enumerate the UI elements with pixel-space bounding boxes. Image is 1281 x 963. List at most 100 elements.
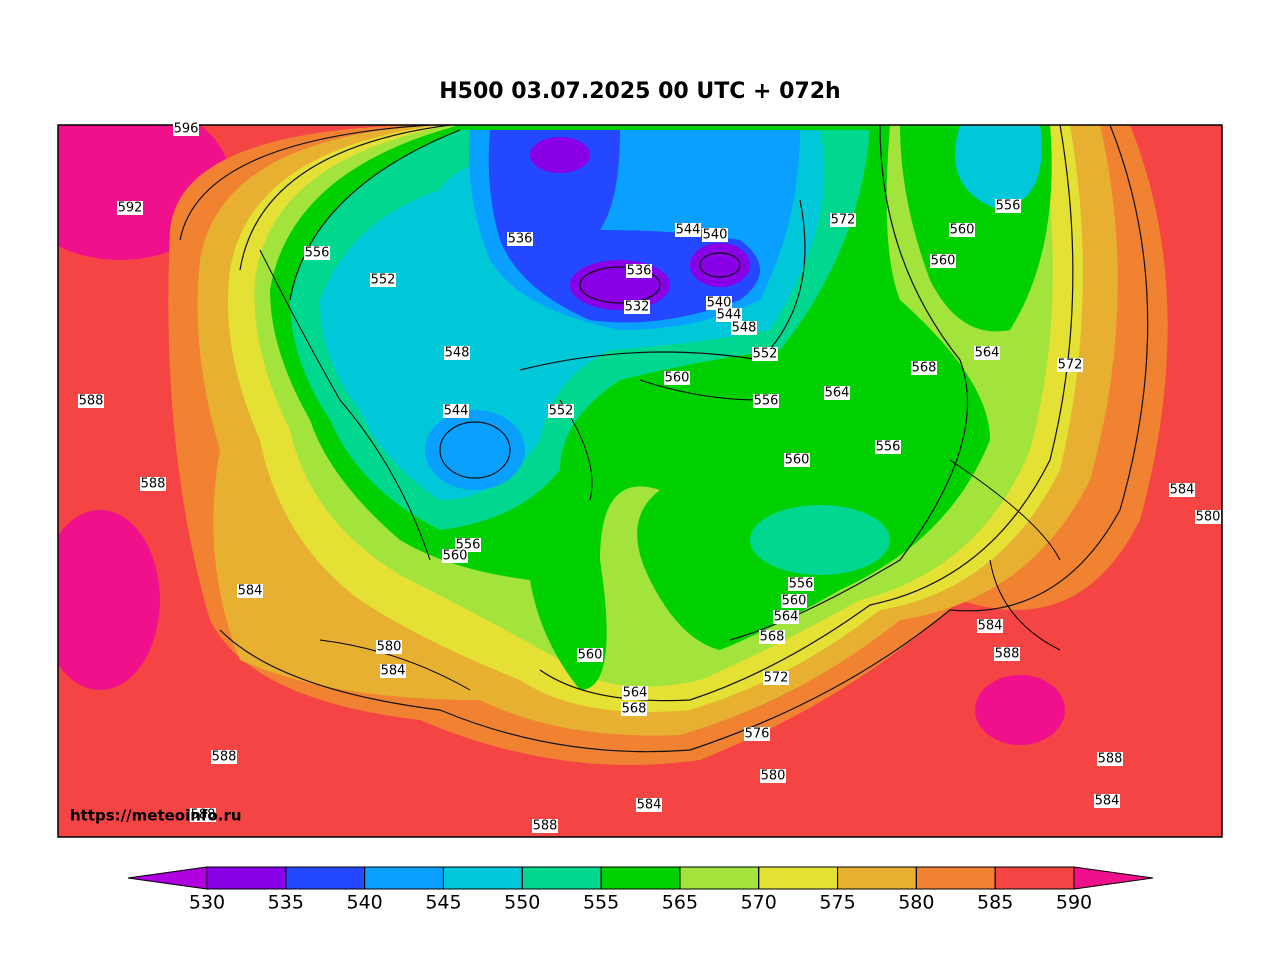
colorbar-tick-label: 545 — [425, 892, 461, 914]
contour-label: 560 — [443, 549, 468, 564]
contour-label: 568 — [622, 702, 647, 717]
label-box — [731, 321, 757, 335]
contour-label: 596 — [174, 122, 199, 137]
label-box — [911, 361, 937, 375]
contour-label: 560 — [931, 254, 956, 269]
label-box — [190, 808, 216, 822]
contour-label: 584 — [1170, 483, 1195, 498]
contour-label: 556 — [876, 440, 901, 455]
label-box — [626, 264, 652, 278]
label-box — [211, 750, 237, 764]
colorbar-segment — [679, 866, 760, 890]
label-box — [140, 477, 166, 491]
label-box — [442, 549, 468, 563]
label-box — [788, 577, 814, 591]
contour-label: 548 — [445, 346, 470, 361]
contour-label: 560 — [665, 371, 690, 386]
contour-label: 556 — [996, 199, 1021, 214]
isoline — [699, 252, 741, 278]
field-590 — [58, 510, 160, 690]
contour-label: 556 — [456, 538, 481, 553]
label-box — [830, 213, 856, 227]
label-box — [974, 346, 1000, 360]
isoline — [239, 125, 1074, 702]
label-box — [702, 228, 728, 242]
contour-label: 560 — [578, 648, 603, 663]
colorbar-tick-label: 540 — [347, 892, 383, 914]
map-frame — [57, 124, 1223, 838]
label-box — [781, 594, 807, 608]
colorbar-segment — [915, 866, 996, 890]
colorbar-tick-label: 570 — [741, 892, 777, 914]
colorbar-tick-label: 585 — [977, 892, 1013, 914]
contour-label: 588 — [995, 647, 1020, 662]
contour-label: 552 — [371, 273, 396, 288]
contour-label: 584 — [381, 664, 406, 679]
title: H500 03.07.2025 00 UTC + 072h — [439, 79, 840, 104]
contour-label: 576 — [745, 727, 770, 742]
label-box — [763, 671, 789, 685]
colorbar-segment — [285, 866, 366, 890]
contour-label: 568 — [760, 630, 785, 645]
label-box — [636, 798, 662, 812]
contour-label: 564 — [774, 610, 799, 625]
label-box — [977, 619, 1003, 633]
map — [58, 125, 1222, 837]
label-box — [237, 584, 263, 598]
field-550 — [750, 505, 890, 575]
contour-label: 556 — [305, 246, 330, 261]
colorbar-end — [1073, 866, 1154, 890]
contour-label: 588 — [79, 394, 104, 409]
colorbar-segment — [758, 866, 839, 890]
label-box — [1195, 510, 1221, 524]
contour-label: 580 — [761, 769, 786, 784]
contour-label: 560 — [782, 594, 807, 609]
label-box — [824, 386, 850, 400]
contour-label: 572 — [764, 671, 789, 686]
isoline — [579, 266, 661, 304]
colorbar-tick-label: 565 — [662, 892, 698, 914]
label-box — [117, 201, 143, 215]
field-590 — [975, 675, 1065, 745]
contour-label: 540 — [703, 228, 728, 243]
label-box — [370, 273, 396, 287]
label-box — [930, 254, 956, 268]
label-box — [773, 610, 799, 624]
contour-label: 584 — [978, 619, 1003, 634]
label-box — [675, 223, 701, 237]
label-box — [994, 647, 1020, 661]
label-box — [624, 300, 650, 314]
label-box — [759, 630, 785, 644]
label-box — [716, 308, 742, 322]
colorbar-segment — [994, 866, 1075, 890]
label-box — [304, 246, 330, 260]
label-box — [1057, 358, 1083, 372]
contour-label: 580 — [377, 640, 402, 655]
contour-label: 556 — [754, 394, 779, 409]
contour-label: 588 — [533, 819, 558, 834]
label-box — [622, 686, 648, 700]
contour-label: 536 — [627, 264, 652, 279]
label-box — [548, 404, 574, 418]
colorbar-segment — [206, 866, 287, 890]
label-box — [760, 769, 786, 783]
colorbar-tick-label: 590 — [1056, 892, 1092, 914]
contour-label: 584 — [637, 798, 662, 813]
label-box — [78, 394, 104, 408]
label-box — [706, 296, 732, 310]
label-box — [753, 394, 779, 408]
contour-label: 588 — [212, 750, 237, 765]
contour-label: 564 — [623, 686, 648, 701]
contour-label: 544 — [444, 404, 469, 419]
contour-label: 588 — [141, 477, 166, 492]
contour-label: 548 — [732, 321, 757, 336]
label-box — [744, 727, 770, 741]
contour-label: 544 — [676, 223, 701, 238]
contour-label: 564 — [825, 386, 850, 401]
contour-label: 588 — [1098, 752, 1123, 767]
label-box — [1169, 483, 1195, 497]
label-box — [507, 232, 533, 246]
contour-label: 588 — [191, 808, 216, 823]
